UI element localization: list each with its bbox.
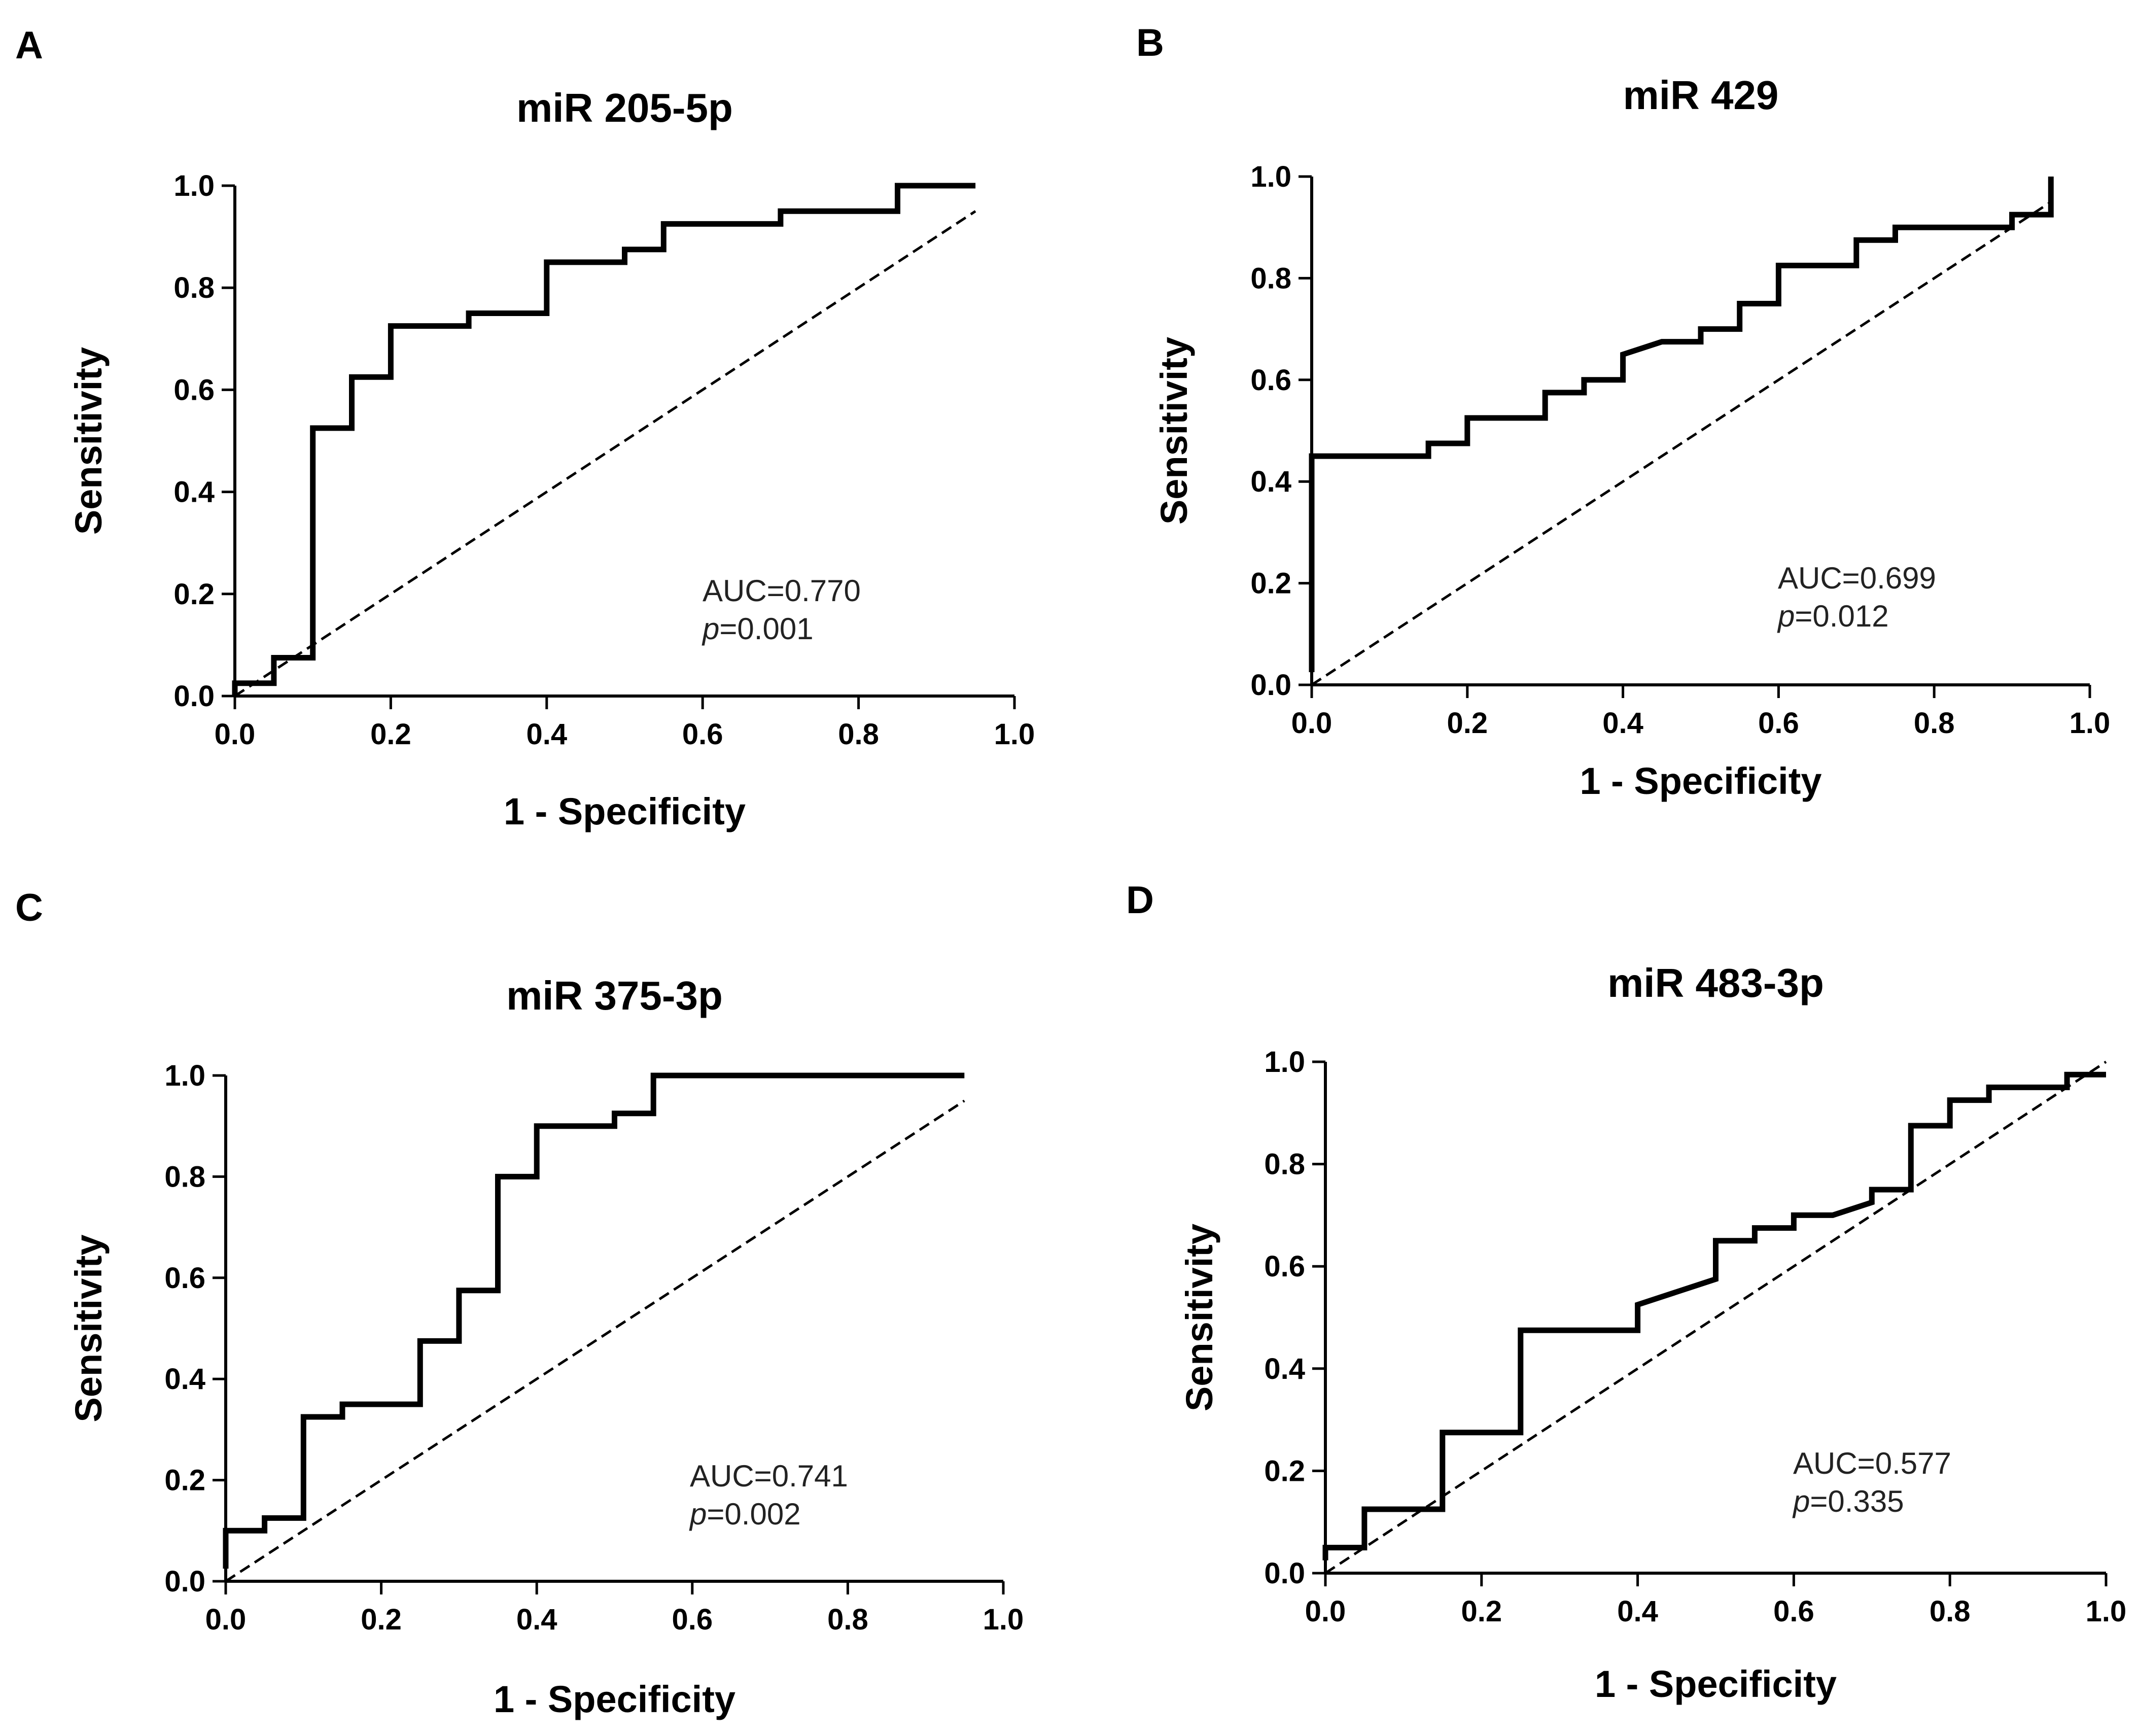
y-tick-label-a: 0.2 (173, 578, 215, 611)
reference-line-a (234, 210, 976, 698)
chart-title-a: miR 205-5p (516, 85, 733, 130)
p-value-annotation-a: p=0.001 (702, 612, 814, 646)
y-tick-label-b: 0.8 (1250, 262, 1291, 295)
y-tick-label-d: 0.2 (1264, 1454, 1305, 1487)
y-tick-label-c: 0.4 (164, 1363, 205, 1396)
p-symbol-d: p (1792, 1484, 1810, 1518)
x-tick-label-a: 0.8 (838, 718, 879, 751)
y-tick-label-c: 0.0 (164, 1565, 205, 1598)
chart-title-c: miR 375-3p (506, 973, 723, 1018)
y-tick-label-a: 0.8 (173, 271, 215, 304)
chart-title-b: miR 429 (1623, 73, 1779, 118)
roc-curve-c (223, 1072, 965, 1569)
x-tick-label-c: 0.8 (827, 1603, 868, 1636)
x-tick-label-a: 0.6 (682, 718, 723, 751)
y-tick-label-a: 1.0 (173, 169, 215, 202)
y-tick-label-d: 0.6 (1264, 1250, 1305, 1283)
y-axis-label-b: Sensitivity (1153, 337, 1195, 525)
auc-annotation-c: AUC=0.741 (690, 1459, 848, 1493)
y-tick-label-a: 0.4 (173, 476, 215, 509)
x-tick-label-b: 0.0 (1291, 707, 1333, 740)
chart-panel-d: miR 483-3p 0.0 0.2 0.4 0.6 0.8 1.0 0.0 0.2 0.4 0.6… (1178, 960, 2126, 1705)
p-number-c: =0.002 (707, 1497, 800, 1531)
y-tick-label-a: 0.0 (173, 680, 215, 713)
x-tick-label-a: 0.0 (215, 718, 256, 751)
y-tick-label-b: 0.2 (1250, 567, 1291, 600)
panel-letter-a: A (15, 24, 43, 67)
roc-curve-b (1309, 177, 2054, 672)
p-value-annotation-c: p=0.002 (689, 1497, 801, 1531)
x-tick-label-d: 0.4 (1617, 1595, 1658, 1628)
panel-letter-d: D (1126, 879, 1154, 922)
y-tick-label-d: 0.4 (1264, 1352, 1305, 1385)
x-tick-label-b: 0.2 (1447, 707, 1488, 740)
x-tick-label-a: 0.4 (526, 718, 567, 751)
y-tick-label-c: 0.6 (164, 1262, 205, 1295)
y-tick-label-c: 1.0 (164, 1059, 205, 1092)
y-tick-label-b: 0.6 (1250, 364, 1291, 397)
x-axis-label-b: 1 - Specificity (1580, 760, 1821, 802)
panel-letter-c: C (15, 886, 43, 929)
p-value-annotation-d: p=0.335 (1792, 1484, 1904, 1518)
y-tick-label-a: 0.6 (173, 373, 215, 406)
roc-curve-d (1322, 1071, 2106, 1560)
x-tick-label-d: 1.0 (2086, 1595, 2127, 1628)
y-tick-label-d: 0.0 (1264, 1557, 1305, 1590)
p-number-a: =0.001 (719, 612, 813, 646)
y-tick-label-b: 0.4 (1250, 465, 1291, 498)
x-tick-label-a: 0.2 (370, 718, 411, 751)
y-tick-label-b: 0.0 (1250, 669, 1291, 702)
reference-line-c (225, 1099, 965, 1583)
x-tick-label-d: 0.2 (1461, 1595, 1502, 1628)
y-axis-label-d: Sensitivity (1178, 1224, 1220, 1411)
x-tick-label-b: 0.6 (1758, 707, 1799, 740)
roc-curve-a (232, 183, 976, 696)
x-tick-label-c: 0.6 (672, 1603, 713, 1636)
auc-annotation-b: AUC=0.699 (1778, 561, 1936, 595)
chart-panel-b: miR 429 0.0 0.2 0.4 0.6 0.8 1.0 0.0 0.2 0.4 0.6 0.8… (1153, 73, 2110, 802)
x-tick-label-c: 0.2 (361, 1603, 402, 1636)
panel-letter-b: B (1136, 21, 1164, 64)
x-tick-label-c: 1.0 (983, 1603, 1024, 1636)
x-tick-label-a: 1.0 (994, 718, 1035, 751)
p-symbol-c: p (689, 1497, 707, 1531)
p-symbol-b: p (1777, 599, 1795, 633)
reference-line-b (1311, 201, 2052, 686)
x-tick-label-c: 0.4 (516, 1603, 557, 1636)
x-tick-label-c: 0.0 (205, 1603, 247, 1636)
chart-title-d: miR 483-3p (1607, 960, 1824, 1005)
x-tick-label-b: 1.0 (2070, 707, 2111, 740)
chart-panel-a: miR 205-5p 0.0 0.2 0.4 0.6 0.8 1.0 0.0 0.2 0.4 0.6… (67, 85, 1035, 832)
y-tick-label-c: 0.2 (164, 1464, 205, 1497)
x-tick-label-b: 0.4 (1602, 707, 1643, 740)
x-axis-label-c: 1 - Specificity (494, 1678, 735, 1720)
x-axis-label-a: 1 - Specificity (504, 790, 746, 832)
x-axis-label-d: 1 - Specificity (1595, 1663, 1837, 1705)
auc-annotation-d: AUC=0.577 (1793, 1446, 1951, 1480)
p-symbol-a: p (702, 612, 719, 646)
y-tick-label-d: 0.8 (1264, 1148, 1305, 1181)
auc-annotation-a: AUC=0.770 (703, 574, 861, 608)
p-number-b: =0.012 (1795, 599, 1888, 633)
reference-line-d (1324, 1060, 2107, 1575)
x-tick-label-d: 0.0 (1305, 1595, 1346, 1628)
y-axis-label-a: Sensitivity (67, 347, 110, 535)
p-number-d: =0.335 (1810, 1484, 1904, 1518)
x-tick-label-d: 0.6 (1773, 1595, 1814, 1628)
chart-panel-c: miR 375-3p 0.0 0.2 0.4 0.6 0.8 1.0 0.0 0.2 0.4 0.6… (67, 973, 1024, 1720)
y-tick-label-b: 1.0 (1250, 160, 1291, 193)
x-tick-label-b: 0.8 (1914, 707, 1955, 740)
x-tick-label-d: 0.8 (1930, 1595, 1971, 1628)
p-value-annotation-b: p=0.012 (1777, 599, 1889, 633)
y-tick-label-c: 0.8 (164, 1160, 205, 1193)
y-tick-label-d: 1.0 (1264, 1046, 1305, 1079)
y-axis-label-c: Sensitivity (67, 1234, 110, 1422)
